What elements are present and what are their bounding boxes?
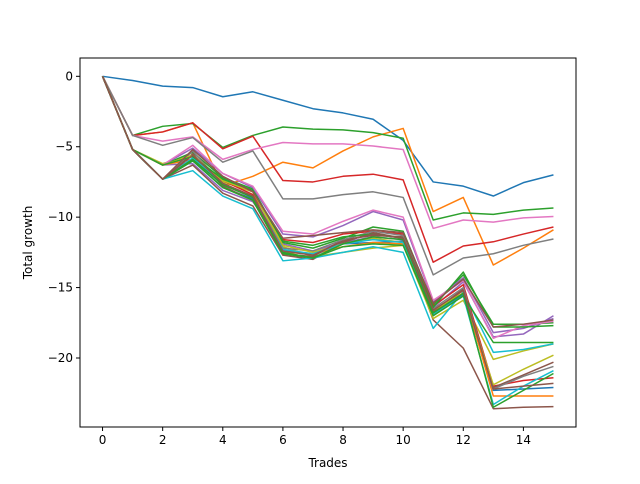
series-line-25 [101,76,554,328]
x-tick-label: 8 [339,433,347,447]
series-line-3 [101,75,554,221]
series-line-1 [102,75,554,197]
series-line-17 [101,76,554,340]
x-tick-label: 12 [456,433,471,447]
y-axis-label: Total growth [21,206,35,281]
series-layer [101,75,554,410]
x-tick-label: 2 [159,433,167,447]
series-line-10 [101,76,554,354]
series-line-4 [101,75,554,263]
plot-area: 0 2 4 6 8 10 12 14 0 −5 −10 −15 −20 [48,57,577,447]
x-axis-label: Trades [307,456,347,470]
series-line-8 [101,75,554,276]
y-tick-label: 0 [65,69,73,83]
x-tick-label: 0 [99,433,107,447]
x-tick-label: 4 [219,433,227,447]
y-tick-label: −15 [48,281,73,295]
x-tick-label: 10 [396,433,411,447]
plot-frame [79,57,577,428]
y-axis: 0 −5 −10 −15 −20 [48,69,80,365]
series-line-23 [101,76,554,344]
series-line-7 [101,75,554,230]
series-line-21 [101,76,554,328]
x-tick-label: 14 [516,433,531,447]
y-tick-label: −10 [48,210,73,224]
series-line-15 [101,76,554,334]
x-axis: 0 2 4 6 8 10 12 14 [99,427,531,447]
x-tick-label: 6 [279,433,287,447]
y-tick-label: −5 [55,140,73,154]
y-tick-label: −20 [48,351,73,365]
series-line-24 [101,76,554,390]
